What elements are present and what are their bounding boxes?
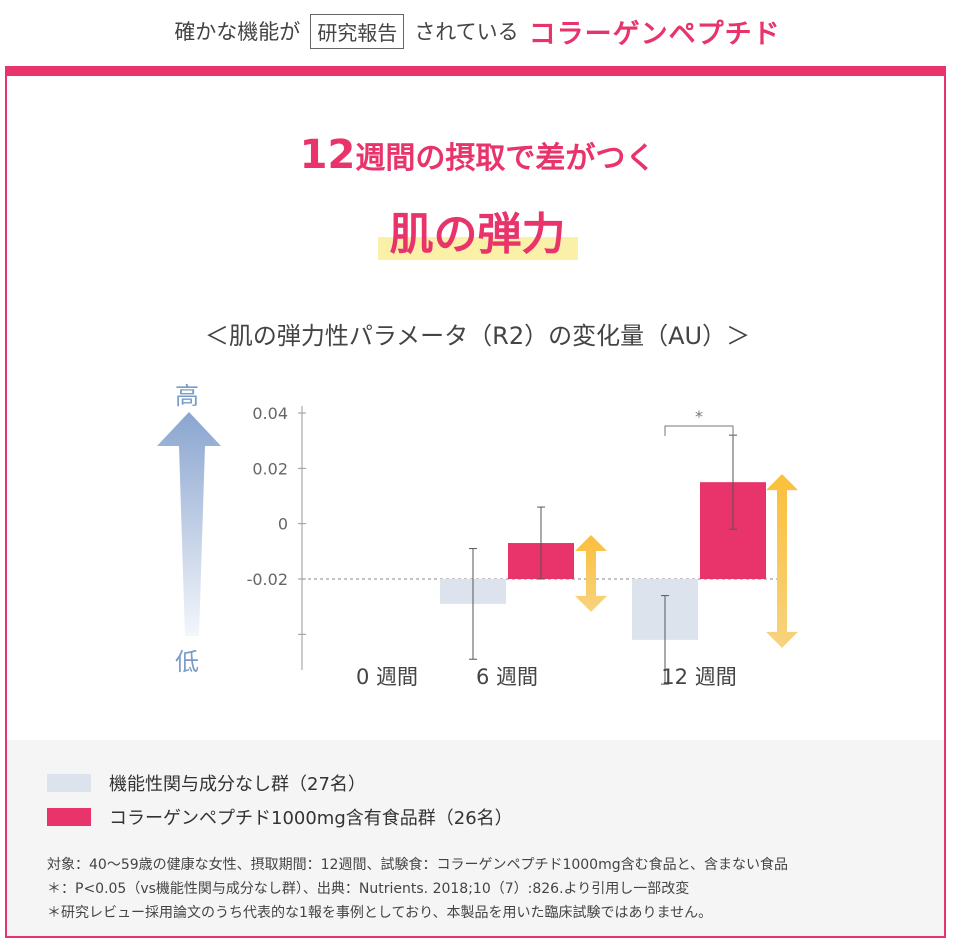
headline-line1: 12週間の摂取で差がつく — [7, 132, 948, 178]
legend-item-collagen: コラーゲンペプチド1000mg含有食品群（26名） — [47, 804, 513, 830]
chart-title: ＜肌の弾力性パラメータ（R2）の変化量（AU）＞ — [204, 322, 751, 350]
note-disclaimer: ＊研究レビュー採用論文のうち代表的な1報を事例としており、本製品を用いた臨床試験… — [47, 905, 713, 921]
arrow-label-low: 低 — [175, 648, 199, 676]
header-prefix: 確かな機能が — [174, 20, 301, 44]
y-tick-label: -0.02 — [247, 570, 288, 589]
high-low-arrow-icon — [157, 412, 221, 636]
legend-swatch-collagen — [47, 808, 91, 826]
header-boxed-text: 研究報告 — [310, 13, 405, 49]
header-brand: コラーゲンペプチド — [528, 18, 781, 50]
difference-arrow-icon — [766, 474, 798, 648]
page-header: 確かな機能が 研究報告 されている コラーゲンペプチド — [0, 0, 955, 62]
x-category-label: 0 週間 — [356, 665, 418, 689]
x-category-label: 12 週間 — [661, 665, 736, 689]
headline-line2: 肌の弾力 — [7, 198, 948, 262]
note-source: ＊：P<0.05（vs機能性関与成分なし群）、出典：Nutrients. 201… — [47, 881, 690, 897]
headline-highlight: 肌の弾力 — [377, 209, 578, 260]
header-middle: されている — [414, 20, 519, 44]
y-tick-label: 0 — [278, 515, 288, 534]
legend-label-collagen: コラーゲンペプチド1000mg含有食品群（26名） — [109, 808, 513, 829]
y-tick-label: 0.04 — [252, 404, 288, 423]
x-category-label: 6 週間 — [476, 665, 538, 689]
legend-label-control: 機能性関与成分なし群（27名） — [109, 774, 366, 795]
significance-bracket — [664, 425, 734, 436]
legend-area: 機能性関与成分なし群（27名） コラーゲンペプチド1000mg含有食品群（26名… — [7, 740, 944, 936]
note-subjects: 対象：40～59歳の健康な女性、摂取期間：12週間、試験食：コラーゲンペプチド1… — [47, 857, 789, 873]
headline-number: 12 — [299, 132, 356, 178]
difference-arrow-icon — [575, 535, 607, 612]
y-tick-label: 0.02 — [252, 459, 288, 478]
chart-canvas: 0.04 0.02 0 -0.02 * 0 週間 6 週間 12 週間 — [157, 404, 798, 689]
headline-line1-rest: 週間の摂取で差がつく — [355, 141, 656, 176]
legend-item-control: 機能性関与成分なし群（27名） — [47, 770, 366, 796]
legend-swatch-control — [47, 774, 91, 792]
arrow-label-high: 高 — [175, 382, 199, 410]
significance-label: * — [695, 407, 703, 426]
content-frame: 12週間の摂取で差がつく 肌の弾力 ＜肌の弾力性パラメータ（R2）の変化量（AU… — [5, 66, 946, 938]
